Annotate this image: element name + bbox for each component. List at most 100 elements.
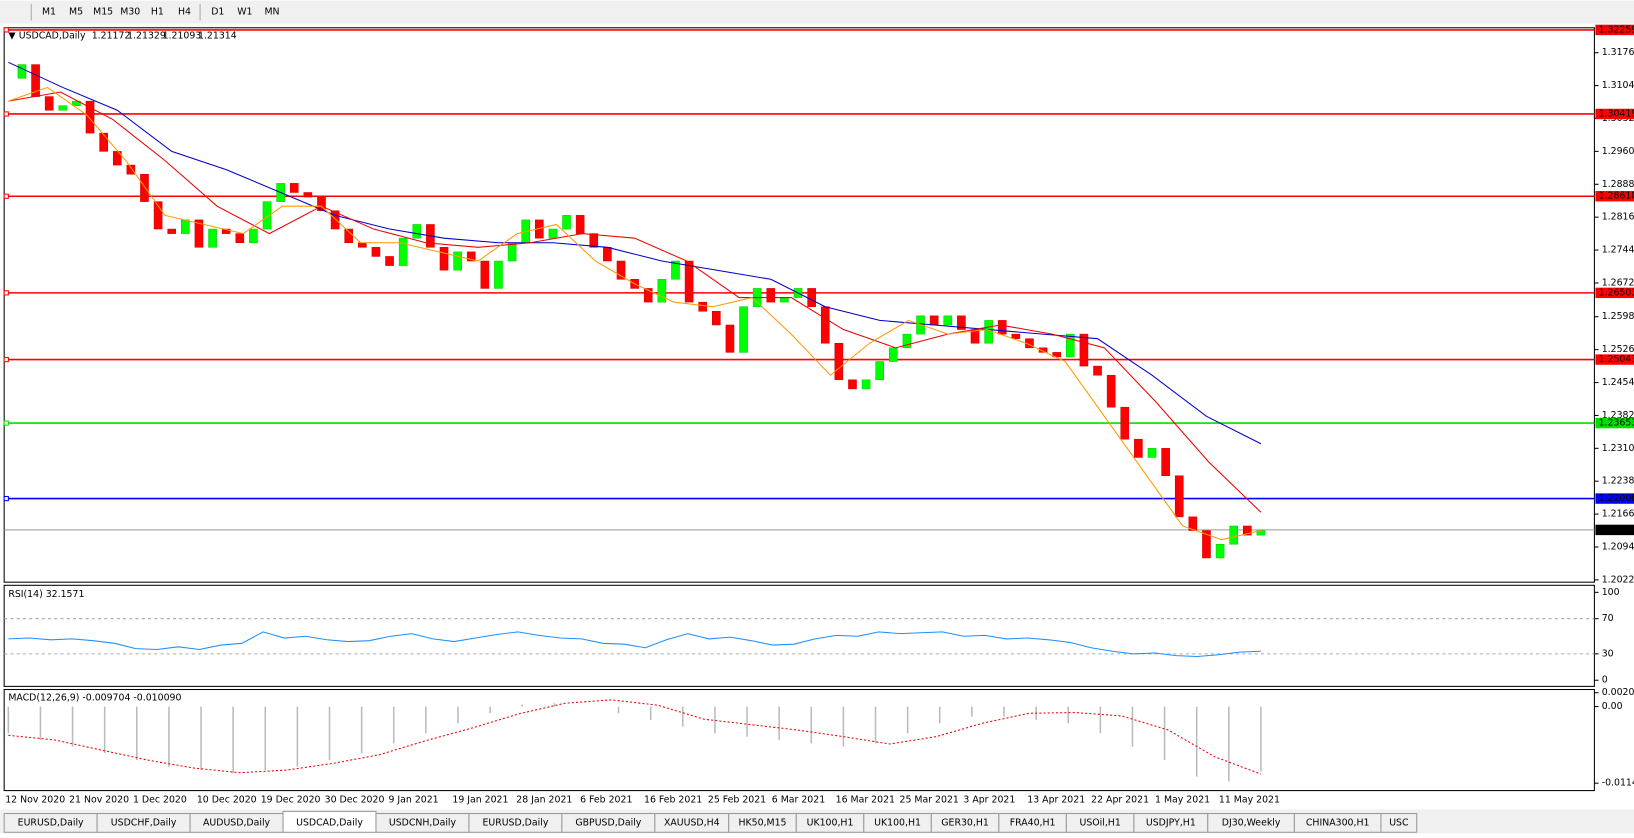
candle bbox=[317, 196, 326, 212]
rsi-tick-label: 70 bbox=[1602, 613, 1614, 624]
tab-label[interactable]: UK100,H1 bbox=[807, 817, 854, 828]
macd-panel bbox=[3, 688, 1595, 792]
timeframe-button[interactable] bbox=[89, 2, 117, 22]
level-label-box bbox=[1595, 524, 1634, 536]
timeframe-button[interactable] bbox=[204, 2, 232, 22]
y-tick-label: 1.2888 bbox=[1602, 179, 1634, 190]
timeframe-label[interactable]: M30 bbox=[120, 7, 140, 18]
rsi-title: RSI(14) 32.1571 bbox=[8, 589, 84, 600]
tab-label[interactable]: USDCHF,Daily bbox=[111, 817, 177, 828]
candle bbox=[834, 342, 844, 381]
candle bbox=[17, 64, 27, 79]
candle bbox=[330, 210, 340, 230]
candle bbox=[684, 260, 694, 303]
candle bbox=[1202, 530, 1211, 559]
tab-label[interactable]: USDJPY,H1 bbox=[1146, 817, 1196, 828]
rsi-line bbox=[8, 631, 1261, 658]
x-tick-label: 12 Nov 2020 bbox=[5, 794, 65, 805]
x-tick-label: 3 Apr 2021 bbox=[963, 794, 1015, 805]
timeframe-label[interactable]: W1 bbox=[237, 7, 252, 18]
candle bbox=[289, 183, 299, 193]
y-tick-label: 1.24540 bbox=[1602, 377, 1634, 388]
tab-label[interactable]: FRA40,H1 bbox=[1010, 817, 1056, 828]
tab-label[interactable]: XAUUSD,H4 bbox=[664, 817, 720, 828]
x-tick-label: 30 Dec 2020 bbox=[325, 794, 385, 805]
symbol-title: USDCAD,Daily bbox=[19, 31, 86, 42]
tab-label[interactable]: HK50,M15 bbox=[738, 817, 786, 828]
tab-label[interactable]: CHINA300,H1 bbox=[1306, 817, 1370, 828]
timeframe-button[interactable] bbox=[258, 2, 286, 22]
x-tick-label: 19 Dec 2020 bbox=[261, 794, 321, 805]
tab-label[interactable]: GBPUSD,Daily bbox=[575, 817, 641, 828]
timeframe-button[interactable] bbox=[62, 2, 90, 22]
macd-tick-label: 0.00207 bbox=[1602, 687, 1634, 698]
level-label-box bbox=[1595, 24, 1634, 36]
y-tick-label: 1.22380 bbox=[1602, 476, 1634, 487]
y-tick-label: 1.23100 bbox=[1602, 443, 1634, 454]
y-tick-label: 1.26720 bbox=[1602, 277, 1634, 288]
level-label: 1.26503 bbox=[1599, 287, 1634, 298]
timeframe-label[interactable]: M15 bbox=[93, 7, 113, 18]
timeframe-label[interactable]: H1 bbox=[151, 7, 164, 18]
tab-label[interactable]: AUDUSD,Daily bbox=[203, 817, 271, 828]
tab-label[interactable]: USOil,H1 bbox=[1079, 817, 1120, 828]
candle bbox=[1215, 543, 1225, 559]
x-tick-label: 16 Mar 2021 bbox=[836, 794, 895, 805]
candle bbox=[494, 260, 503, 289]
timeframe-button[interactable] bbox=[231, 2, 259, 22]
y-tick-label: 1.25980 bbox=[1602, 311, 1634, 322]
candle bbox=[725, 324, 735, 353]
level-label: 1.32259 bbox=[1599, 24, 1634, 35]
ohlc-value: 1.21329 bbox=[127, 31, 166, 42]
timeframe-label[interactable]: MN bbox=[264, 7, 279, 18]
tab-label[interactable]: EURUSD,Daily bbox=[18, 817, 84, 828]
tab-label[interactable]: UK100,H1 bbox=[874, 817, 921, 828]
level-label: 1.25043 bbox=[1599, 354, 1634, 365]
timeframe-button[interactable] bbox=[35, 2, 63, 22]
level-label-box bbox=[1595, 493, 1634, 504]
timeframe-label[interactable]: M1 bbox=[42, 7, 56, 18]
timeframe-button[interactable] bbox=[170, 2, 198, 22]
timeframe-label[interactable]: D1 bbox=[211, 7, 224, 18]
candle bbox=[140, 173, 149, 202]
timeframe-button[interactable] bbox=[143, 2, 171, 22]
candle bbox=[807, 288, 816, 307]
candle bbox=[929, 315, 939, 326]
candle bbox=[943, 315, 953, 326]
candle bbox=[262, 201, 272, 230]
candle bbox=[766, 288, 776, 303]
timeframe-button[interactable] bbox=[116, 2, 144, 22]
x-tick-label: 21 Nov 2020 bbox=[69, 794, 129, 805]
x-tick-label: 25 Feb 2021 bbox=[708, 794, 766, 805]
candle bbox=[99, 132, 108, 152]
candle bbox=[1079, 333, 1089, 367]
level-label-box bbox=[1595, 191, 1634, 202]
candle bbox=[1106, 374, 1116, 408]
candle bbox=[439, 247, 449, 271]
timeframe-label[interactable]: M5 bbox=[69, 7, 83, 18]
level-label: 1.23653 bbox=[1599, 418, 1634, 429]
tab[interactable] bbox=[1380, 812, 1418, 833]
y-tick-label: 1.3176 bbox=[1602, 47, 1634, 58]
tab-label[interactable]: USDCNH,Daily bbox=[389, 817, 457, 828]
candle bbox=[1188, 516, 1198, 531]
timeframe-label[interactable]: H4 bbox=[178, 7, 191, 18]
tab-label[interactable]: GER30,H1 bbox=[941, 817, 989, 828]
y-tick-label: 1.3104 bbox=[1602, 80, 1634, 91]
candle bbox=[507, 242, 517, 262]
tab-label[interactable]: DJ30,Weekly bbox=[1222, 817, 1281, 828]
tab-label[interactable]: USDCAD,Daily bbox=[296, 817, 363, 828]
tab-label[interactable]: EURUSD,Daily bbox=[482, 817, 548, 828]
level-label: 1.22000 bbox=[1599, 493, 1634, 504]
candle bbox=[698, 301, 708, 312]
y-tick-label: 1.2816 bbox=[1602, 212, 1634, 223]
ohlc-value: 1.21314 bbox=[198, 31, 237, 42]
candle bbox=[235, 233, 245, 244]
tab-label[interactable]: USC bbox=[1389, 817, 1409, 828]
candle bbox=[194, 219, 204, 248]
toolbar bbox=[0, 0, 1634, 24]
candle bbox=[85, 100, 95, 134]
candle bbox=[72, 100, 81, 106]
level-label-box bbox=[1595, 354, 1634, 365]
candle bbox=[643, 288, 653, 303]
